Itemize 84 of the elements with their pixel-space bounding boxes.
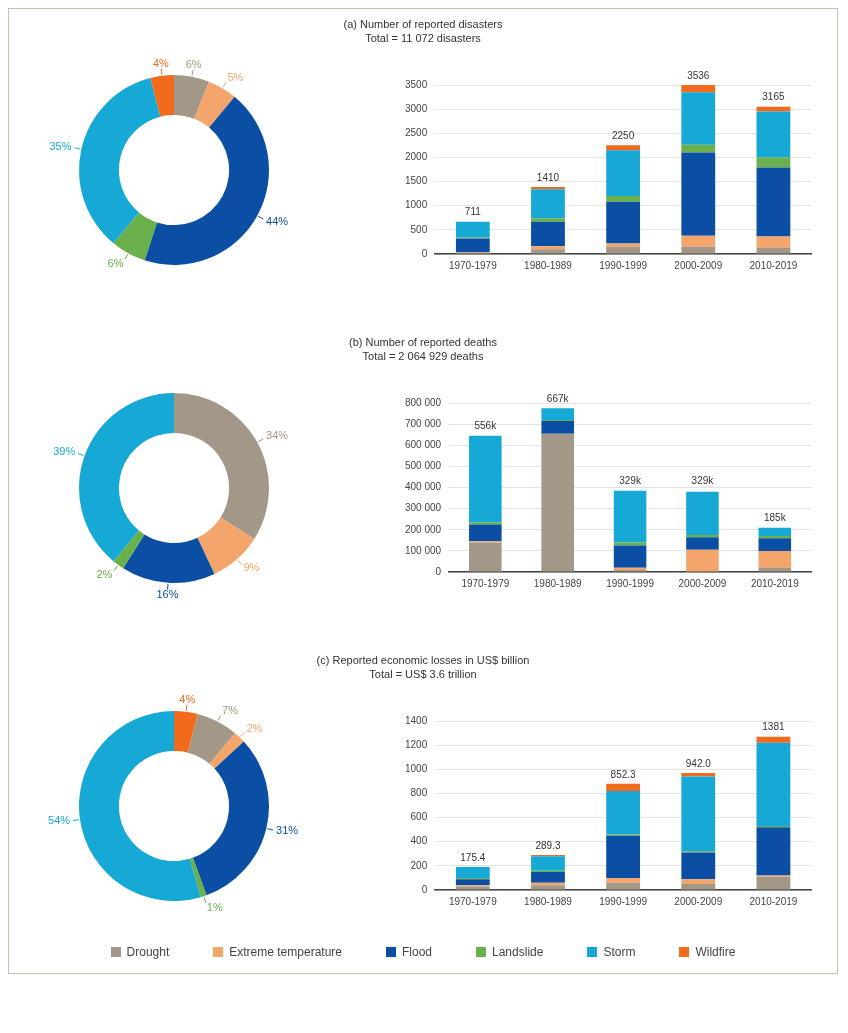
y-tick-label: 300 000 (404, 501, 442, 513)
legend-label: Extreme temperature (229, 945, 342, 959)
y-tick-label: 200 000 (404, 523, 442, 534)
text: Total = US$ 3.6 trillion (368, 667, 478, 681)
y-tick-label: 500 (410, 223, 428, 235)
annotation: 175.4 (460, 851, 486, 863)
annotation: 711 (464, 205, 482, 217)
x-tick-label: 1970-1979 (461, 577, 510, 589)
legend-label: Flood (401, 945, 433, 959)
data-label: 35% (49, 139, 72, 152)
data-label: 1% (206, 900, 223, 913)
annotation: 556k (474, 419, 498, 431)
annotation: 2250 (612, 129, 635, 141)
data-label: 31% (276, 824, 299, 837)
y-tick-label: 600 (410, 810, 428, 822)
data-label: 16% (156, 587, 179, 600)
y-tick-label: 600 000 (404, 438, 442, 450)
y-tick-label: 1000 (405, 762, 428, 774)
y-tick-label: 2000 (405, 150, 428, 162)
x-tick-label: 2010-2019 (749, 895, 798, 907)
data-label: 9% (243, 561, 260, 574)
y-tick-label: 3000 (405, 102, 428, 114)
y-tick-label: 500 000 (404, 459, 442, 471)
legend-label: Landslide (492, 945, 544, 959)
x-tick-label: 1970-1979 (448, 259, 498, 271)
x-tick-label: 2000-2009 (674, 259, 723, 271)
annotation: 289.3 (535, 839, 561, 851)
data-label: 39% (53, 444, 76, 457)
data-label: 7% (222, 703, 239, 716)
annotation: 942.0 (685, 757, 712, 769)
y-tick-label: 400 000 (404, 480, 442, 492)
text: Total = 2 064 929 deaths (361, 349, 485, 363)
x-tick-label: 1990-1999 (606, 577, 655, 589)
y-tick-label: 1000 (405, 198, 428, 210)
text: (c) Reported economic losses in US$ billion (315, 653, 531, 667)
x-tick-label: 1990-1999 (599, 259, 648, 271)
y-tick-label: 1400 (405, 714, 428, 726)
annotation: 1410 (536, 171, 560, 183)
y-tick-label: 0 (421, 883, 428, 895)
x-tick-label: 2000-2009 (678, 577, 727, 589)
y-tick-label: 100 000 (404, 544, 442, 556)
chart-title: (a) Number of reported disasters (342, 17, 504, 31)
data-label: 6% (107, 256, 124, 269)
legend-label: Storm (603, 945, 636, 959)
y-tick-label: 800 000 (404, 396, 442, 408)
x-tick-label: 1970-1979 (448, 895, 498, 907)
x-tick-label: 2000-2009 (674, 895, 723, 907)
data-label: 6% (185, 57, 202, 70)
annotation: 1381 (762, 720, 785, 732)
data-label: 5% (227, 70, 244, 83)
data-label: 34% (266, 429, 289, 442)
annotation: 329k (619, 474, 642, 486)
y-tick-label: 400 (410, 834, 428, 846)
annotation: 3165 (762, 90, 785, 102)
x-tick-label: 1990-1999 (599, 895, 648, 907)
y-tick-label: 0 (421, 247, 428, 259)
y-tick-label: 700 000 (404, 417, 442, 429)
data-label: 2% (246, 721, 263, 734)
y-tick-label: 0 (435, 565, 442, 577)
x-tick-label: 1980-1989 (524, 895, 573, 907)
y-tick-label: 200 (410, 859, 428, 871)
y-tick-label: 3500 (405, 78, 428, 90)
legend-label: Drought (126, 945, 170, 959)
annotation: 852.3 (610, 768, 637, 780)
data-label: 44% (266, 214, 289, 227)
y-tick-label: 1500 (405, 174, 428, 186)
x-tick-label: 2010-2019 (750, 577, 800, 589)
x-tick-label: 2010-2019 (749, 259, 798, 271)
annotation: 667k (546, 392, 570, 404)
annotation: 329k (691, 474, 715, 486)
legend-label: Wildfire (695, 945, 736, 959)
x-tick-label: 1980-1989 (533, 577, 583, 589)
y-tick-label: 2500 (405, 126, 428, 138)
text: (b) Number of reported deaths (348, 335, 498, 349)
chart-subtitle: Total = 11 072 disasters (364, 31, 482, 45)
data-label: 2% (96, 567, 113, 580)
y-tick-label: 800 (410, 786, 428, 798)
y-tick-label: 1200 (405, 738, 428, 750)
data-label: 54% (48, 814, 71, 827)
data-label: 4% (152, 56, 169, 69)
annotation: 3536 (687, 69, 710, 81)
x-tick-label: 1980-1989 (524, 259, 573, 271)
annotation: 185k (763, 511, 787, 523)
data-label: 4% (179, 692, 196, 705)
